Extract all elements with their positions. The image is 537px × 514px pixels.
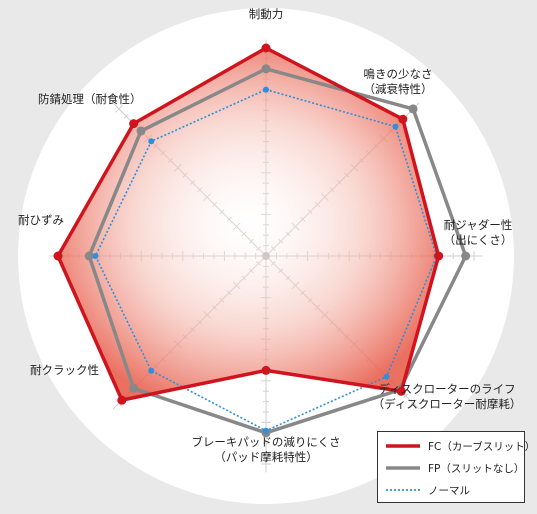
grid-tick [115, 105, 123, 113]
data-point-normal-1 [392, 123, 399, 130]
axis-label-3-line-1: （ディスクローター耐摩耗） [373, 397, 522, 411]
data-point-fp-0 [261, 64, 271, 74]
grid-tick [409, 399, 417, 407]
data-point-normal-4 [263, 427, 269, 434]
axis-label-1-line-0: 鳴きの少なさ [364, 67, 433, 81]
legend-swatch-fc [386, 444, 420, 448]
data-point-fc-5 [117, 395, 127, 405]
legend-item-fc: FC（カーブスリット） [386, 438, 535, 454]
data-point-fp-5 [129, 383, 139, 393]
data-point-fp-1 [408, 104, 418, 114]
axis-labels: 制動力鳴きの少なさ（減衰特性）耐ジャダー性（出にくさ）ディスクローターのライフ（… [18, 7, 521, 464]
series-fill-fc [58, 48, 439, 401]
legend-item-fp: FP（スリットなし） [386, 460, 524, 476]
data-point-normal-6 [92, 253, 99, 259]
legend-label-normal: ノーマル [428, 484, 470, 497]
legend-label-fp: FP（スリットなし） [428, 462, 525, 475]
data-point-normal-7 [148, 138, 155, 145]
axis-label-2-line-0: 耐ジャダー性 [444, 218, 512, 232]
grid-tick [403, 393, 409, 399]
data-point-fc-7 [129, 119, 139, 129]
data-point-fc-0 [261, 43, 271, 53]
data-point-fc-2 [434, 251, 444, 261]
axis-label-4-line-1: （パッド摩耗特性） [214, 450, 318, 464]
legend-swatch-normal [386, 489, 420, 491]
axis-label-6-line-0: 耐ひずみ [18, 213, 64, 227]
grid-tick [123, 113, 129, 119]
axis-label-7-line-0: 防錆処理（耐食性） [38, 92, 142, 106]
data-point-fp-6 [84, 251, 94, 261]
axis-label-5-line-0: 耐クラック性 [30, 363, 99, 377]
axis-label-2-line-1: （出にくさ） [444, 233, 513, 247]
data-point-fc-3 [396, 386, 406, 396]
data-point-normal-3 [383, 373, 390, 380]
legend-label-fc: FC（カーブスリット） [428, 440, 536, 453]
data-point-fc-1 [398, 114, 408, 124]
data-point-fp-2 [461, 251, 471, 261]
legend-swatch-fp [386, 466, 420, 470]
data-point-fc-6 [53, 251, 63, 261]
axis-label-1-line-1: （減衰特性） [364, 82, 433, 96]
axis-label-0-line-0: 制動力 [249, 7, 284, 21]
data-point-fp-7 [136, 126, 146, 136]
data-point-fc-4 [261, 365, 271, 375]
data-point-normal-0 [263, 86, 269, 93]
series-layer [53, 43, 471, 438]
data-point-normal-5 [148, 367, 155, 374]
axis-label-3-line-0: ディスクローターのライフ [378, 382, 515, 396]
legend: FC（カーブスリット） FP（スリットなし） ノーマル [377, 431, 535, 503]
legend-item-normal: ノーマル [386, 482, 470, 498]
axis-label-4-line-0: ブレーキパッドの減りにくさ [191, 435, 340, 449]
